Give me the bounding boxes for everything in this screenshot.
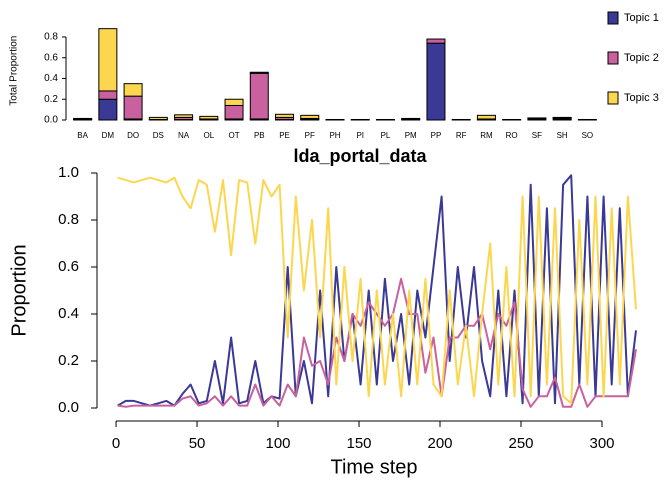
line-series [117, 277, 637, 408]
x-tick-label: 250 [508, 435, 533, 452]
y-axis-label: Total Proportion [9, 36, 20, 106]
y-tick-label: 0.0 [44, 115, 58, 126]
y-tick-label: 0.8 [44, 32, 58, 43]
bar-segment [224, 98, 244, 106]
bar-segment [174, 114, 194, 118]
bar-segment [123, 83, 143, 97]
x-tick-label: PH [329, 131, 340, 140]
y-tick-label: 0.6 [44, 52, 58, 63]
x-tick-label: 200 [427, 435, 452, 452]
x-axis-label: Time step [330, 456, 417, 478]
bar-segment [249, 71, 269, 74]
x-tick-label: NA [178, 131, 190, 140]
bar-segment [426, 42, 446, 121]
bar-segment [224, 104, 244, 120]
bar-segment [527, 117, 547, 120]
bar-segment [350, 118, 370, 121]
x-tick-label: OL [203, 131, 214, 140]
x-tick-label: DO [127, 131, 139, 140]
x-tick-label: 0 [112, 435, 120, 452]
x-tick-label: SH [557, 131, 568, 140]
x-tick-label: BA [77, 131, 88, 140]
y-tick-label: 0.2 [58, 352, 79, 369]
x-tick-label: 150 [347, 435, 372, 452]
bar-segment [123, 95, 143, 120]
y-tick-label: 0.2 [44, 94, 58, 105]
bar-segment [375, 118, 395, 121]
x-tick-label: 50 [189, 435, 206, 452]
x-tick-label: PM [405, 131, 417, 140]
chart-title: lda_portal_data [293, 146, 427, 166]
y-tick-label: 0.4 [44, 73, 58, 84]
x-tick-label: PI [356, 131, 364, 140]
bar-segment [577, 118, 597, 121]
x-tick-label: PF [305, 131, 315, 140]
y-tick-label: 1.0 [58, 164, 79, 181]
x-tick-label: PL [381, 131, 391, 140]
x-tick-label: PB [254, 131, 265, 140]
bar-segment [148, 116, 168, 120]
bar-segment [451, 118, 471, 121]
bar-segment [98, 90, 118, 100]
legend-swatch [607, 11, 619, 25]
x-tick-label: RO [506, 131, 518, 140]
bar-segment [476, 114, 496, 120]
legend-swatch [607, 91, 619, 105]
y-axis-label: Proportion [8, 244, 30, 336]
bar-segment [275, 113, 295, 118]
x-tick-label: 300 [589, 435, 614, 452]
bar-segment [426, 38, 446, 44]
x-tick-label: OT [228, 131, 239, 140]
y-tick-label: 0.4 [58, 305, 79, 322]
legend-label: Topic 3 [624, 92, 659, 104]
x-tick-label: RM [480, 131, 493, 140]
x-tick-label: SF [532, 131, 542, 140]
x-tick-label: DM [102, 131, 115, 140]
x-tick-label: RF [456, 131, 467, 140]
x-tick-label: PP [431, 131, 442, 140]
legend-swatch [607, 51, 619, 65]
bar-segment [300, 114, 320, 119]
line-series [117, 174, 637, 407]
x-tick-label: SO [582, 131, 594, 140]
bar-segment [552, 116, 572, 119]
x-tick-label: DS [153, 131, 164, 140]
line-series [117, 176, 637, 405]
bar-segment [73, 117, 93, 120]
bar-segment [98, 98, 118, 121]
bar-segment [325, 118, 345, 121]
x-tick-label: 100 [266, 435, 291, 452]
legend-label: Topic 1 [624, 12, 659, 24]
y-tick-label: 0.6 [58, 258, 79, 275]
bar-segment [401, 117, 421, 120]
bar-segment [502, 118, 522, 121]
bar-segment [98, 28, 118, 92]
y-tick-label: 0.8 [58, 211, 79, 228]
bar-segment [249, 72, 269, 120]
y-tick-label: 0.0 [58, 399, 79, 416]
legend-label: Topic 2 [624, 52, 659, 64]
bar-segment [199, 115, 219, 120]
x-tick-label: PE [279, 131, 290, 140]
